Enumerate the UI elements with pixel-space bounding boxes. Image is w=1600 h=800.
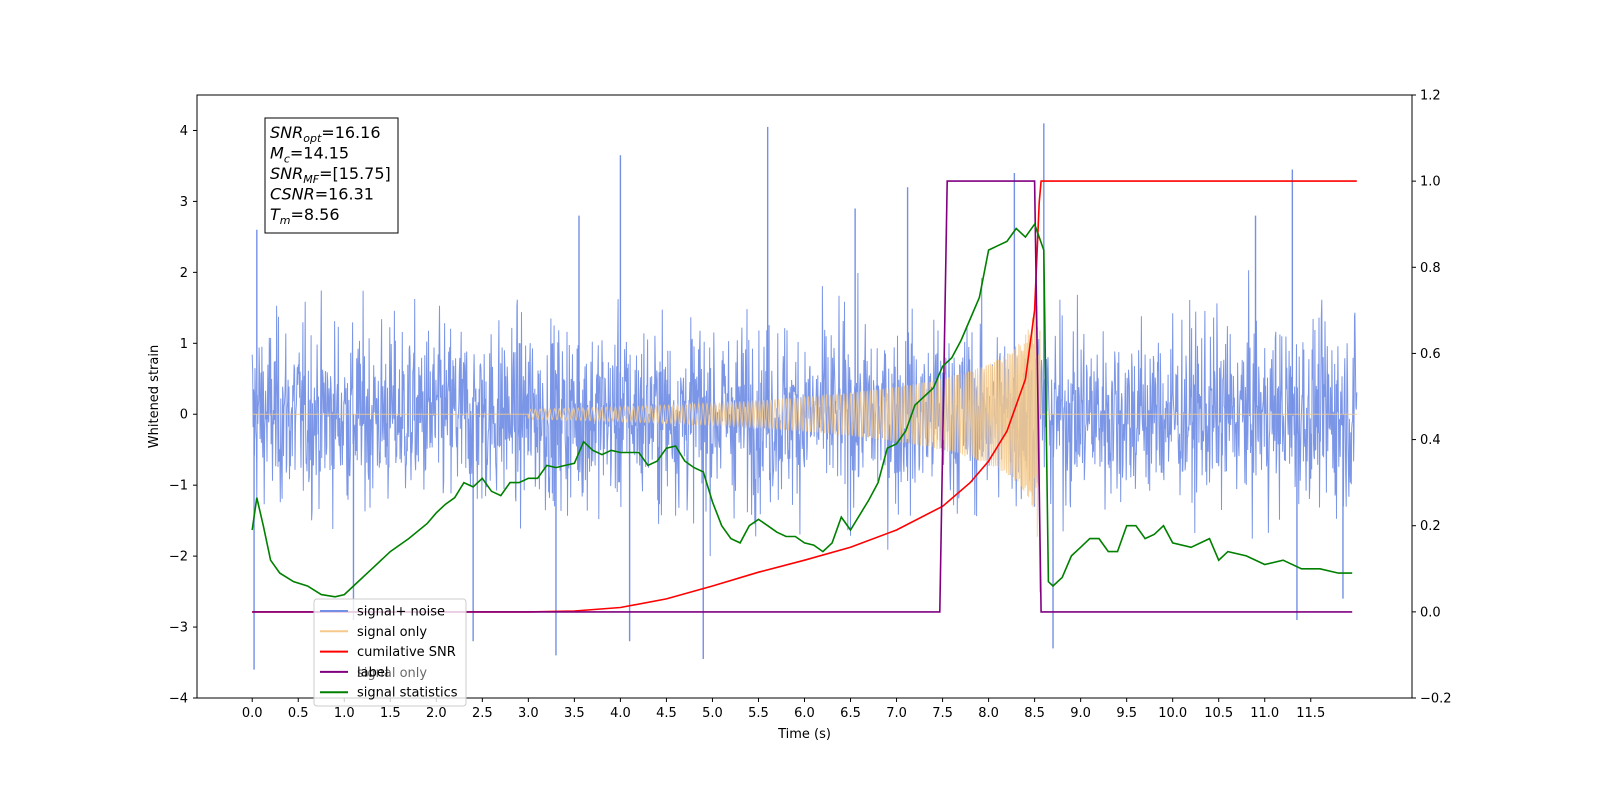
chirp-trace bbox=[252, 299, 1357, 593]
annotation-line: Mc=14.15 bbox=[270, 144, 349, 166]
x-tick-label: 9.0 bbox=[1070, 706, 1091, 721]
x-tick-label: 1.0 bbox=[334, 706, 355, 721]
plot-area bbox=[251, 123, 1358, 670]
y2-tick-label: −0.2 bbox=[1420, 692, 1452, 707]
x-axis-ticks: 0.0 0.5 1.0 1.5 2.0 2.5 3.0 3.5 4.0 4.5 5.0 5.5 6.0 6… bbox=[242, 698, 1325, 721]
y2-tick-label: 0.4 bbox=[1420, 433, 1441, 448]
legend-hidden-label: signal only bbox=[357, 666, 427, 681]
x-tick-label: 11.5 bbox=[1296, 706, 1325, 721]
x-tick-label: 7.0 bbox=[886, 706, 907, 721]
y-tick-label: −3 bbox=[169, 621, 188, 636]
y-tick-label: 1 bbox=[180, 337, 188, 352]
y-tick-label: −4 bbox=[169, 692, 188, 707]
y2-axis-ticks: −0.2 0.0 0.2 0.4 0.6 0.8 1.0 1.2 bbox=[1412, 89, 1452, 707]
series-signal-only bbox=[252, 299, 1357, 593]
series-signal-noise bbox=[251, 123, 1358, 670]
x-tick-label: 9.5 bbox=[1116, 706, 1137, 721]
annotation-frame bbox=[264, 117, 399, 234]
x-tick-label: 4.0 bbox=[610, 706, 631, 721]
legend-label: signal only bbox=[357, 625, 427, 640]
y-tick-label: 0 bbox=[180, 408, 188, 423]
y2-tick-label: 0.8 bbox=[1420, 261, 1441, 276]
y-tick-label: 4 bbox=[180, 124, 188, 139]
y2-tick-label: 0.0 bbox=[1420, 605, 1441, 620]
y2-tick-label: 1.0 bbox=[1420, 175, 1441, 190]
series-label bbox=[252, 180, 1353, 613]
x-axis-label: Time (s) bbox=[777, 727, 831, 742]
x-tick-label: 5.5 bbox=[748, 706, 769, 721]
series-cumilative-snr bbox=[252, 180, 1357, 613]
y-axis-ticks: −4 −3 −2 −1 0 1 2 3 4 bbox=[169, 124, 197, 707]
noise-trace bbox=[251, 270, 1358, 557]
x-tick-label: 8.0 bbox=[978, 706, 999, 721]
x-tick-label: 2.0 bbox=[426, 706, 447, 721]
right-axis-series bbox=[251, 180, 1357, 613]
x-tick-label: 8.5 bbox=[1024, 706, 1045, 721]
x-tick-label: 6.5 bbox=[840, 706, 861, 721]
y-tick-label: −1 bbox=[169, 479, 188, 494]
x-tick-label: 4.5 bbox=[656, 706, 677, 721]
y2-tick-label: 1.2 bbox=[1420, 89, 1441, 104]
x-tick-label: 6.0 bbox=[794, 706, 815, 721]
legend-label: cumilative SNR bbox=[357, 645, 456, 660]
x-tick-label: 1.5 bbox=[380, 706, 401, 721]
x-tick-label: 2.5 bbox=[472, 706, 493, 721]
y-tick-label: −2 bbox=[169, 550, 188, 565]
x-tick-label: 0.0 bbox=[242, 706, 263, 721]
x-tick-label: 5.0 bbox=[702, 706, 723, 721]
x-tick-label: 0.5 bbox=[288, 706, 309, 721]
legend-label: signal statistics bbox=[357, 686, 458, 701]
annotation-line: SNRopt=16.16 bbox=[270, 123, 381, 145]
legend: signal only signal+ noise signal only cumil… bbox=[313, 598, 467, 707]
annotation-line: CSNR=16.31 bbox=[270, 185, 374, 204]
y-tick-label: 2 bbox=[180, 266, 188, 281]
y2-tick-label: 0.6 bbox=[1420, 347, 1441, 362]
y-tick-label: 3 bbox=[180, 195, 188, 210]
x-tick-label: 7.5 bbox=[932, 706, 953, 721]
legend-label: signal+ noise bbox=[357, 605, 445, 620]
stats-annotation-box: SNRopt=16.16Mc=14.15SNRMF=[15.75]CSNR=16… bbox=[264, 117, 399, 234]
x-tick-label: 10.5 bbox=[1204, 706, 1233, 721]
series-signal-statistics bbox=[251, 222, 1353, 598]
legend-frame bbox=[313, 598, 467, 707]
x-tick-label: 3.5 bbox=[564, 706, 585, 721]
x-tick-label: 10.0 bbox=[1158, 706, 1187, 721]
y2-tick-label: 0.2 bbox=[1420, 519, 1441, 534]
x-tick-label: 3.0 bbox=[518, 706, 539, 721]
x-tick-label: 11.0 bbox=[1250, 706, 1279, 721]
legend-label: label bbox=[357, 665, 388, 680]
y-axis-label: Whitened strain bbox=[147, 345, 162, 448]
annotation-line: Tm=8.56 bbox=[270, 205, 340, 227]
annotation-line: SNRMF=[15.75] bbox=[270, 164, 391, 186]
